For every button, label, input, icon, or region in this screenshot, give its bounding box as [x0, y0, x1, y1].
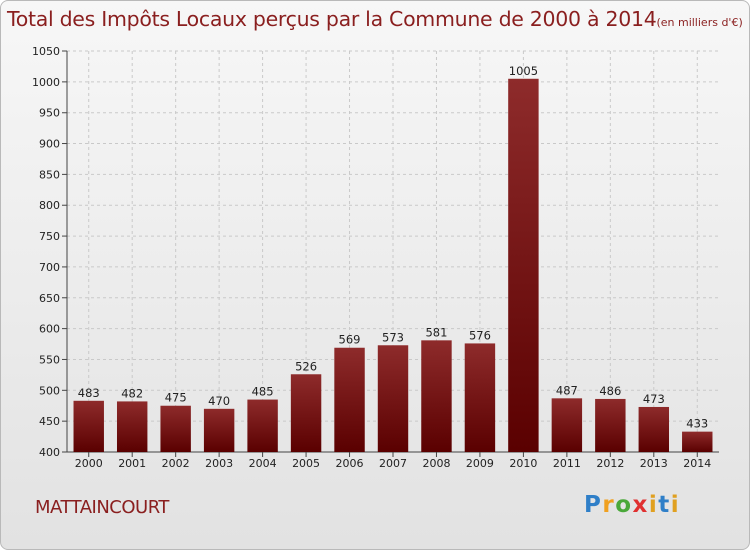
x-tick-label-2011: 2011: [553, 457, 581, 470]
x-tick-label-2014: 2014: [683, 457, 711, 470]
x-tick-label-2013: 2013: [640, 457, 668, 470]
y-tick-label: 600: [39, 323, 60, 336]
y-tick-label: 950: [39, 107, 60, 120]
x-tick-label-2003: 2003: [205, 457, 233, 470]
value-label-2014: 433: [686, 417, 708, 431]
chart-title: Total des Impôts Locaux perçus par la Co…: [7, 7, 743, 31]
logo-letter: P: [584, 492, 603, 518]
x-tick-label-2002: 2002: [162, 457, 190, 470]
value-label-2009: 576: [469, 328, 491, 342]
labels: 483 2000 482 2001 475 2002 470 2003 485 2004 526 20…: [75, 64, 712, 470]
bar-2000: [73, 400, 104, 452]
bar-2002: [160, 405, 191, 452]
commune-name: MATTAINCOURT: [35, 497, 169, 518]
value-label-2002: 475: [165, 391, 187, 405]
bar-2004: [247, 399, 278, 452]
bar-2013: [638, 406, 670, 452]
bar-2010: [508, 78, 539, 452]
x-tick-label-2006: 2006: [336, 457, 364, 470]
logo-letter: i: [670, 492, 681, 518]
bar-2009: [464, 343, 496, 452]
x-tick-label-2005: 2005: [292, 457, 320, 470]
value-label-2012: 486: [599, 384, 621, 398]
x-tick-label-2012: 2012: [596, 457, 624, 470]
x-tick-label-2001: 2001: [118, 457, 146, 470]
value-label-2005: 526: [295, 359, 317, 373]
x-tick-label-2000: 2000: [75, 457, 103, 470]
bar-2001: [116, 401, 148, 452]
logo-letter: x: [632, 492, 649, 518]
value-label-2010: 1005: [509, 64, 538, 78]
logo-letter: o: [615, 492, 633, 518]
proxiti-logo: Proxiti: [584, 492, 680, 518]
y-tick-label: 850: [39, 168, 60, 181]
bar-2014: [682, 431, 713, 452]
y-tick-label: 800: [39, 199, 60, 212]
bar-2005: [290, 374, 322, 452]
x-tick-label-2010: 2010: [509, 457, 537, 470]
y-tick-label: 650: [39, 292, 60, 305]
bar-2007: [377, 345, 409, 452]
value-label-2003: 470: [208, 394, 230, 408]
x-tick-label-2007: 2007: [379, 457, 407, 470]
chart-unit: (en milliers d'€): [656, 16, 743, 29]
bar-2006: [334, 347, 365, 452]
x-tick-label-2009: 2009: [466, 457, 494, 470]
logo-letter: i: [648, 492, 659, 518]
logo-letter: r: [602, 492, 616, 518]
bar-2008: [421, 340, 452, 452]
y-tick-label: 1000: [32, 76, 60, 89]
y-tick-label: 750: [39, 230, 60, 243]
value-label-2000: 483: [78, 386, 100, 400]
y-tick-label: 500: [39, 384, 60, 397]
bars: [73, 78, 713, 452]
bar-2011: [551, 398, 583, 452]
bar-2003: [203, 408, 235, 452]
value-label-2006: 569: [339, 333, 361, 347]
y-tick-label: 550: [39, 353, 60, 366]
value-label-2007: 573: [382, 330, 404, 344]
value-label-2011: 487: [556, 383, 578, 397]
y-tick-label: 900: [39, 138, 60, 151]
y-tick-label: 1050: [32, 45, 60, 58]
value-label-2001: 482: [121, 386, 143, 400]
x-tick-label-2008: 2008: [422, 457, 450, 470]
value-label-2013: 473: [643, 392, 665, 406]
x-tick-label-2004: 2004: [249, 457, 277, 470]
y-tick-label: 450: [39, 415, 60, 428]
y-tick-label: 700: [39, 261, 60, 274]
value-label-2004: 485: [252, 385, 274, 399]
bar-2012: [595, 398, 626, 452]
y-tick-label: 400: [39, 446, 60, 459]
logo-letter: t: [658, 492, 671, 518]
value-label-2008: 581: [425, 325, 447, 339]
